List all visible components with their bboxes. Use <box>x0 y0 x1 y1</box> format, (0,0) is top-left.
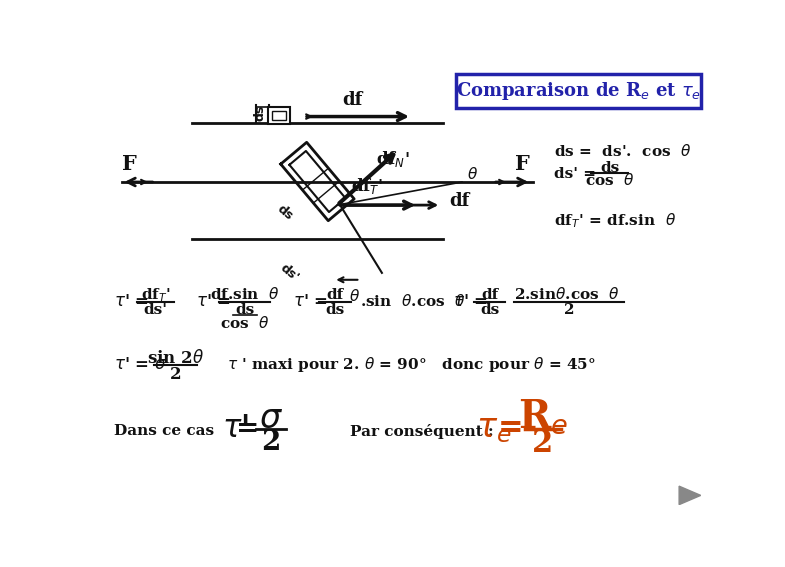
Text: $\theta$: $\theta$ <box>467 166 478 183</box>
Text: 2: 2 <box>532 428 553 459</box>
Text: $\tau$': $\tau$' <box>221 413 249 444</box>
Text: Dans ce cas: Dans ce cas <box>114 425 214 438</box>
Bar <box>456 74 701 108</box>
Text: df: df <box>481 288 498 302</box>
Bar <box>268 107 290 124</box>
Text: df.sin  $\theta$: df.sin $\theta$ <box>210 286 279 302</box>
Text: =: = <box>236 415 260 442</box>
Text: df: df <box>449 192 469 210</box>
Text: ds: ds <box>236 303 254 317</box>
Text: ds': ds' <box>278 261 301 284</box>
Text: R$_e$: R$_e$ <box>518 397 568 436</box>
Text: $\tau$' =: $\tau$' = <box>293 293 327 310</box>
Text: ds: ds <box>325 303 345 317</box>
Text: df$_T$' = df.sin  $\theta$: df$_T$' = df.sin $\theta$ <box>554 211 677 230</box>
Text: ds: ds <box>254 104 267 121</box>
Text: Par conséquent :: Par conséquent : <box>350 424 494 439</box>
Text: ds' =: ds' = <box>554 167 597 181</box>
Text: df$_T$': df$_T$' <box>351 176 383 196</box>
Text: $\sigma$: $\sigma$ <box>259 402 283 435</box>
Text: $\tau$' = $\sigma$: $\tau$' = $\sigma$ <box>114 356 167 373</box>
Text: =: = <box>498 413 524 444</box>
Text: df: df <box>327 288 344 302</box>
Text: .sin  $\theta$.cos  $\theta$: .sin $\theta$.cos $\theta$ <box>360 293 466 310</box>
Text: 2: 2 <box>261 429 281 456</box>
Text: cos  $\theta$: cos $\theta$ <box>585 172 635 188</box>
Text: Comparaison de R$_e$ et $\tau_e$: Comparaison de R$_e$ et $\tau_e$ <box>455 80 701 102</box>
Text: df: df <box>342 91 363 109</box>
Text: ds =  ds'.  cos  $\theta$: ds = ds'. cos $\theta$ <box>554 143 692 159</box>
Text: df$_N$': df$_N$' <box>376 149 410 169</box>
Text: $\tau$' =: $\tau$' = <box>196 293 232 310</box>
Text: F: F <box>515 154 529 174</box>
Text: $\tau$' =: $\tau$' = <box>114 293 149 310</box>
Polygon shape <box>679 486 701 505</box>
Text: F: F <box>122 154 137 174</box>
Bar <box>272 111 286 120</box>
Text: $\theta$: $\theta$ <box>349 288 360 304</box>
Text: $\tau$' =: $\tau$' = <box>453 293 487 310</box>
Text: df$_T$': df$_T$' <box>141 286 170 304</box>
Text: ds: ds <box>601 161 619 175</box>
Text: sin 2$\theta$: sin 2$\theta$ <box>147 349 204 366</box>
Text: ds: ds <box>480 303 499 317</box>
Text: 2.sin$\theta$.cos  $\theta$: 2.sin$\theta$.cos $\theta$ <box>514 286 620 302</box>
Text: cos  $\theta$: cos $\theta$ <box>220 315 270 331</box>
Text: ds': ds' <box>144 303 167 317</box>
Text: $\tau_e$: $\tau_e$ <box>476 412 511 445</box>
Text: ds: ds <box>275 202 295 223</box>
Text: 2: 2 <box>564 303 575 317</box>
Text: $\tau$ ' maxi pour 2. $\theta$ = 90°   donc pour $\theta$ = 45°: $\tau$ ' maxi pour 2. $\theta$ = 90° don… <box>227 355 596 374</box>
Text: 2: 2 <box>170 366 181 383</box>
